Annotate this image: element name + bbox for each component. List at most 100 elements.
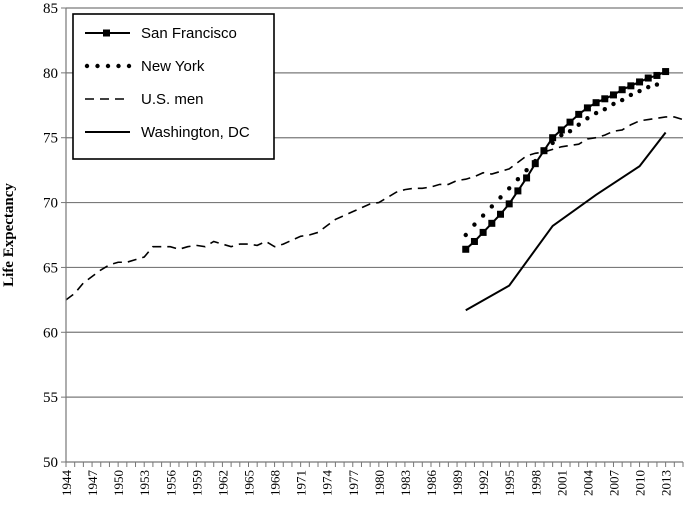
- x-tick-1944: 1944: [59, 470, 74, 497]
- x-tick-1953: 1953: [137, 470, 152, 496]
- legend-swatch-dot: [116, 63, 121, 69]
- x-tick-1992: 1992: [476, 470, 491, 496]
- marker-san-francisco: [514, 187, 522, 195]
- point-new-york: [550, 140, 555, 146]
- legend-box: [72, 13, 275, 160]
- marker-san-francisco: [627, 82, 635, 90]
- x-tick-1959: 1959: [189, 470, 204, 496]
- marker-san-francisco: [505, 200, 513, 208]
- legend-item-u-s-men: U.S. men: [85, 91, 204, 108]
- x-tick-1950: 1950: [111, 470, 126, 496]
- y-tick-75: 75: [43, 131, 58, 147]
- marker-san-francisco: [644, 74, 652, 82]
- x-tick-2010: 2010: [633, 470, 648, 496]
- marker-san-francisco: [557, 126, 565, 134]
- marker-san-francisco: [549, 134, 557, 142]
- y-tick-labels: 50 55 60 65 70 75 80 85: [43, 1, 58, 471]
- legend-label: U.S. men: [141, 91, 204, 108]
- point-new-york: [637, 88, 642, 94]
- point-new-york: [611, 101, 616, 107]
- marker-san-francisco: [488, 219, 496, 227]
- marker-san-francisco: [609, 91, 617, 99]
- y-tick-65: 65: [43, 260, 58, 276]
- x-tick-1956: 1956: [163, 470, 178, 497]
- point-new-york: [498, 195, 503, 200]
- point-new-york: [559, 132, 564, 138]
- y-tick-60: 60: [43, 325, 58, 341]
- marker-san-francisco: [523, 174, 531, 182]
- point-new-york: [646, 84, 651, 90]
- marker-san-francisco: [497, 210, 505, 218]
- point-new-york: [628, 92, 634, 98]
- legend-label: New York: [141, 58, 205, 75]
- point-new-york: [533, 158, 538, 164]
- series-washington-dc: [465, 131, 667, 312]
- marker-san-francisco: [601, 95, 609, 103]
- point-new-york: [585, 116, 590, 121]
- marker-san-francisco: [618, 86, 626, 94]
- marker-san-francisco: [653, 71, 661, 79]
- legend: San Francisco New York U.S. men Washington,…: [72, 13, 275, 160]
- point-new-york: [576, 122, 581, 127]
- x-tick-2007: 2007: [606, 470, 621, 497]
- marker-san-francisco: [662, 68, 670, 76]
- x-tick-1947: 1947: [85, 470, 100, 497]
- line-washington-dc: [465, 131, 667, 312]
- axes: [61, 7, 684, 467]
- marker-san-francisco: [592, 99, 600, 107]
- series-san-francisco: [462, 68, 670, 253]
- x-tick-1971: 1971: [294, 470, 309, 496]
- x-tick-1998: 1998: [528, 470, 543, 496]
- point-new-york: [515, 177, 521, 182]
- x-tick-1968: 1968: [268, 470, 283, 496]
- x-tick-1995: 1995: [502, 470, 517, 496]
- x-tick-1965: 1965: [241, 470, 256, 496]
- point-new-york: [654, 82, 660, 87]
- marker-san-francisco: [479, 228, 487, 236]
- marker-san-francisco: [583, 104, 591, 112]
- point-new-york: [593, 110, 599, 116]
- y-tick-80: 80: [43, 66, 58, 82]
- marker-san-francisco: [470, 237, 478, 245]
- series-layer: [65, 68, 684, 312]
- x-tick-2013: 2013: [659, 470, 674, 496]
- legend-item-new-york: New York: [84, 58, 205, 75]
- legend-label: San Francisco: [141, 25, 237, 42]
- x-tick-1977: 1977: [346, 470, 361, 497]
- x-tick-1980: 1980: [372, 470, 387, 496]
- point-new-york: [619, 97, 625, 103]
- line-san-francisco: [465, 70, 667, 251]
- point-new-york: [567, 129, 573, 134]
- series-u-s-men: [65, 116, 684, 301]
- marker-san-francisco: [566, 118, 574, 126]
- point-new-york: [602, 106, 607, 112]
- line-u-s-men: [65, 116, 684, 301]
- x-tick-1989: 1989: [450, 470, 465, 496]
- marker-san-francisco: [575, 110, 583, 118]
- y-tick-50: 50: [43, 455, 58, 471]
- point-new-york: [480, 213, 486, 218]
- x-tick-labels: 1944 1947 1950 1953 1956 1959 1962 1965 1968 1971…: [59, 470, 674, 497]
- legend-swatch-dot: [95, 63, 100, 69]
- point-new-york: [506, 186, 512, 191]
- y-tick-70: 70: [43, 196, 58, 212]
- legend-item-washington-dc: Washington, DC: [85, 124, 250, 141]
- legend-swatch-dot: [105, 63, 111, 69]
- y-tick-55: 55: [43, 390, 58, 406]
- x-tick-1962: 1962: [215, 470, 230, 496]
- legend-swatch-dot: [126, 63, 132, 69]
- x-tick-1986: 1986: [424, 470, 439, 497]
- y-axis-label: Life Expectancy: [1, 183, 17, 287]
- point-new-york: [524, 167, 529, 173]
- series-new-york: [463, 82, 660, 238]
- legend-swatch-marker: [103, 29, 110, 37]
- x-tick-2001: 2001: [554, 470, 569, 496]
- point-new-york: [463, 232, 468, 238]
- legend-item-san-francisco: San Francisco: [85, 25, 237, 42]
- point-new-york: [472, 222, 477, 227]
- y-tick-85: 85: [43, 1, 58, 17]
- point-new-york: [489, 204, 495, 209]
- x-tick-1974: 1974: [320, 470, 335, 497]
- x-tick-2004: 2004: [580, 470, 595, 497]
